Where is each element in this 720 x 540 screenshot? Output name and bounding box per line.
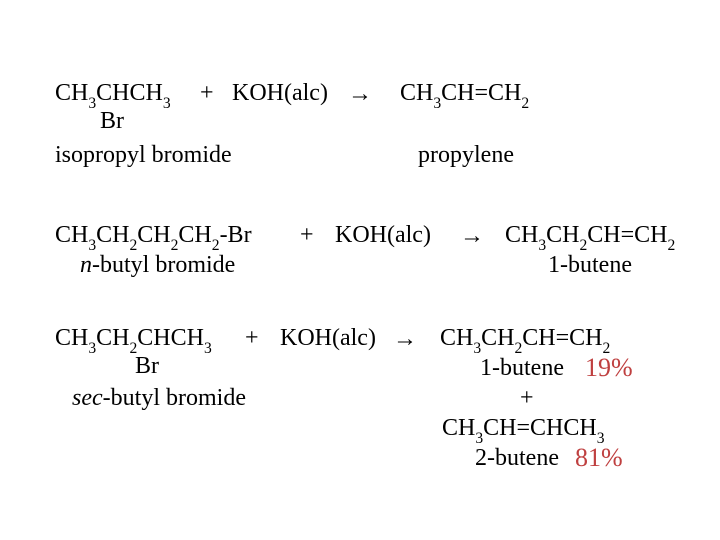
r3-reactant-top: CH3CH2CHCH3 <box>55 325 212 356</box>
r3-product1-pct: 19% <box>585 353 633 383</box>
r2-reactant: CH3CH2CH2CH2-Br <box>55 222 252 253</box>
r1-arrow: → <box>348 80 372 108</box>
r1-reactant-top: CH3CHCH3 <box>55 80 171 111</box>
r3-product2: CH3CH=CHCH3 <box>442 415 605 446</box>
r3-reactant-name: sec-butyl bromide <box>72 385 246 412</box>
r3-product1-name: 1-butene <box>480 355 564 382</box>
r3-plus: + <box>245 325 259 352</box>
r2-arrow: → <box>460 222 484 250</box>
r2-plus: + <box>300 222 314 249</box>
r3-product1: CH3CH2CH=CH2 <box>440 325 610 356</box>
slide: CH3CHCH3 Br + KOH(alc) → CH3CH=CH2 isopr… <box>0 0 720 540</box>
r1-product-name: propylene <box>418 142 514 169</box>
r2-reactant-name-rest: -butyl bromide <box>92 252 235 278</box>
r3-reactant-bottom: Br <box>135 353 159 380</box>
r2-reagent: KOH(alc) <box>335 222 431 249</box>
r3-reactant-name-pre: sec <box>72 385 103 411</box>
r2-product-name: 1-butene <box>548 252 632 279</box>
r1-plus: + <box>200 80 214 107</box>
r3-reagent: KOH(alc) <box>280 325 376 352</box>
r3-product2-name: 2-butene <box>475 445 559 472</box>
r1-reactant-bottom: Br <box>100 108 124 135</box>
r2-reactant-name: n-butyl bromide <box>80 252 235 279</box>
r3-product2-pct: 81% <box>575 443 623 473</box>
r3-reactant-name-rest: -butyl bromide <box>103 385 246 411</box>
r1-reagent: KOH(alc) <box>232 80 328 107</box>
r1-reactant-name: isopropyl bromide <box>55 142 232 169</box>
r2-reactant-name-pre: n <box>80 252 92 278</box>
r1-product: CH3CH=CH2 <box>400 80 529 111</box>
r2-product: CH3CH2CH=CH2 <box>505 222 675 253</box>
r3-plus2: + <box>520 385 534 412</box>
r3-arrow: → <box>393 325 417 353</box>
